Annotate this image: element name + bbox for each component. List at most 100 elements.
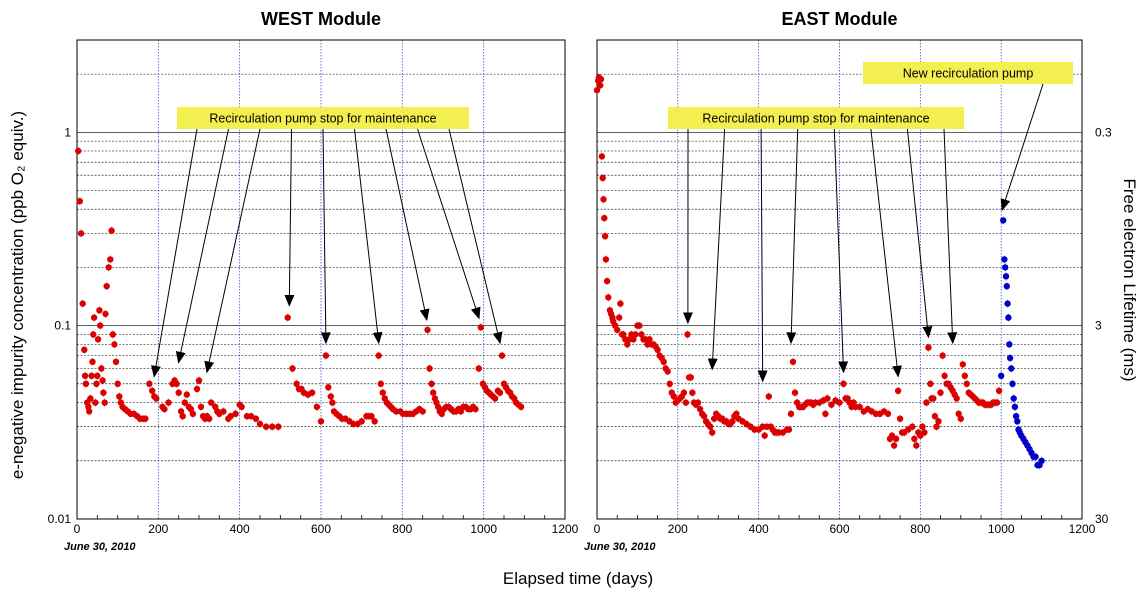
data-point	[1006, 354, 1014, 362]
annotation-arrow	[707, 128, 726, 371]
data-point	[371, 418, 378, 425]
data-point	[957, 415, 964, 422]
data-point	[601, 214, 608, 222]
data-point	[930, 395, 937, 402]
data-point	[1002, 264, 1009, 271]
data-point	[1009, 380, 1016, 387]
chart-title: WEST Module	[261, 9, 381, 29]
data-point	[933, 423, 940, 430]
annotation-arrow	[786, 128, 799, 345]
data-point	[605, 294, 612, 301]
series-0	[593, 73, 1003, 450]
data-point	[687, 374, 694, 381]
x-tick-label: 1200	[552, 522, 579, 536]
data-point	[603, 277, 611, 285]
data-point	[195, 377, 203, 384]
data-point	[153, 395, 160, 402]
x-tick-label: 800	[392, 522, 412, 536]
data-point	[426, 365, 433, 372]
annotation-arrow	[284, 128, 295, 307]
data-point	[97, 322, 104, 329]
data-point	[94, 336, 102, 343]
data-point	[428, 380, 435, 387]
data-point	[1000, 217, 1007, 224]
data-point	[614, 326, 621, 334]
data-point	[375, 352, 382, 359]
data-point	[761, 432, 768, 439]
x-tick-label: 0	[594, 522, 601, 536]
annotation-box	[863, 62, 1073, 84]
data-point	[896, 415, 904, 422]
data-point	[377, 380, 384, 387]
data-point	[149, 387, 156, 394]
data-point	[1004, 300, 1011, 307]
data-point	[327, 393, 334, 400]
annotation-arrow	[385, 128, 430, 322]
data-point	[822, 410, 829, 417]
new-pump-annotation: New recirculation pump	[863, 62, 1073, 212]
data-point	[856, 403, 863, 411]
data-point	[109, 331, 117, 338]
annotation-arrow	[833, 128, 849, 374]
data-point	[955, 410, 962, 417]
data-point	[1008, 365, 1015, 372]
data-point	[680, 389, 688, 396]
data-point	[1006, 341, 1013, 348]
data-point	[836, 399, 843, 406]
data-point	[620, 331, 627, 338]
data-point	[142, 415, 149, 422]
data-point	[189, 410, 197, 417]
data-point	[600, 196, 607, 203]
data-point	[146, 380, 153, 387]
data-point	[935, 418, 942, 425]
data-point	[729, 418, 736, 425]
maintenance-annotation: Recirculation pump stop for maintenance	[668, 107, 964, 383]
data-point	[86, 408, 93, 415]
data-point	[116, 393, 123, 400]
data-point	[624, 341, 631, 348]
data-point	[181, 399, 188, 406]
data-point	[670, 393, 677, 400]
data-point	[890, 442, 898, 449]
data-point	[1014, 418, 1021, 425]
series-1	[998, 216, 1045, 470]
y-tick-label: 1	[64, 125, 71, 139]
data-point	[165, 399, 172, 406]
data-point	[707, 423, 714, 430]
data-point	[963, 380, 970, 387]
data-point	[602, 256, 610, 263]
data-point	[98, 365, 105, 372]
data-point	[82, 380, 90, 387]
data-point	[90, 314, 98, 321]
data-point	[617, 300, 624, 307]
data-point	[666, 380, 673, 387]
data-point	[694, 399, 702, 406]
data-point	[765, 393, 772, 400]
data-point	[472, 405, 479, 413]
data-point	[593, 87, 601, 94]
data-point	[824, 395, 831, 402]
data-point	[477, 324, 484, 331]
data-point	[517, 403, 525, 411]
data-point	[247, 413, 255, 420]
data-point	[599, 174, 606, 182]
data-point	[785, 426, 793, 433]
data-point	[183, 391, 190, 398]
data-point	[684, 331, 691, 338]
data-point	[107, 256, 114, 263]
data-point	[733, 410, 740, 417]
data-point	[664, 368, 671, 375]
data-point	[1002, 273, 1010, 280]
annotation-arrow	[175, 128, 229, 364]
annotation-text: New recirculation pump	[903, 67, 1034, 81]
data-point	[931, 413, 939, 420]
data-point	[329, 399, 336, 406]
data-point	[256, 420, 264, 428]
data-point	[238, 403, 245, 411]
annotation-arrow	[354, 128, 383, 345]
data-point	[789, 358, 797, 365]
data-point	[227, 413, 234, 420]
west-panel: WEST Module 0 200 400 600 800 1000 1200 June 30,…	[48, 9, 579, 553]
data-point	[289, 365, 296, 372]
